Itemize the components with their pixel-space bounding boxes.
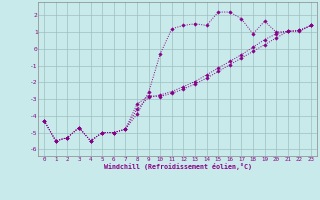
X-axis label: Windchill (Refroidissement éolien,°C): Windchill (Refroidissement éolien,°C) — [104, 163, 252, 170]
